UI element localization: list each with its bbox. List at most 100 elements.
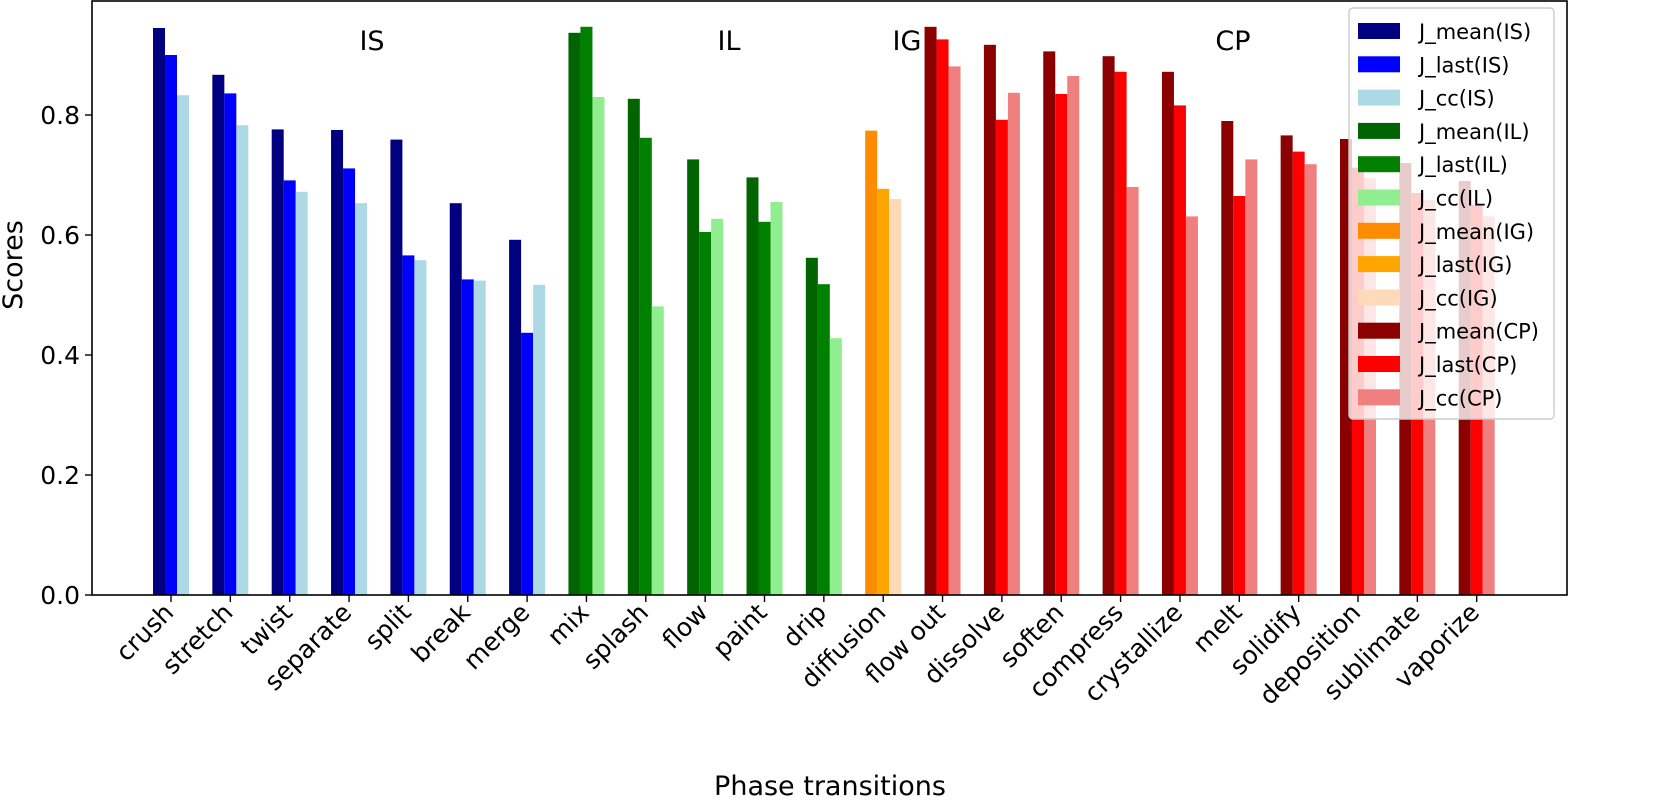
legend-label: J_cc(CP) (1417, 386, 1503, 411)
legend-frame (1348, 7, 1555, 420)
bar-dissolve-J_cc (1007, 92, 1020, 596)
group-label-CP: CP (1215, 26, 1250, 57)
legend-label: J_mean(IL) (1417, 120, 1530, 145)
bar-mix-J_last (580, 26, 593, 596)
bar-flow-out-J_last (936, 39, 949, 595)
y-tick-label: 0.6 (40, 221, 80, 250)
bar-paint-J_cc (770, 202, 783, 595)
bar-dissolve-J_mean (983, 44, 996, 596)
legend-swatch-J_last(IL) (1358, 156, 1400, 173)
legend-label: J_last(IS) (1417, 53, 1509, 78)
bar-flow-out-J_mean (924, 26, 937, 596)
bar-compress-J_cc (1126, 187, 1139, 595)
bar-split-J_last (402, 255, 415, 595)
x-axis-label: Phase transitions (714, 771, 946, 802)
y-tick-label: 0.2 (40, 461, 80, 490)
legend-label: J_cc(IL) (1417, 187, 1493, 212)
bar-break-J_last (461, 279, 474, 595)
bar-stretch-J_mean (212, 74, 225, 596)
bar-separate-J_mean (331, 130, 344, 595)
bar-twist-J_cc (295, 191, 308, 596)
legend-swatch-J_cc(IS) (1358, 89, 1400, 106)
plot-frame (91, 0, 1568, 596)
y-tick-label: 0.4 (40, 341, 80, 370)
bars-layer (153, 26, 1495, 596)
bar-splash-J_last (639, 137, 652, 596)
bar-separate-J_last (343, 168, 356, 595)
y-axis-ticks: 0.0 0.2 0.4 0.6 0.8 (40, 101, 92, 610)
bar-solidify-J_last (1292, 151, 1305, 595)
bar-splash-J_cc (651, 306, 664, 595)
bar-stretch-J_cc (236, 125, 249, 595)
bar-flow-J_cc (711, 218, 724, 596)
bar-drip-J_mean (805, 257, 818, 595)
group-label-IG: IG (893, 26, 922, 57)
bar-flow-J_last (699, 232, 712, 595)
legend-swatch-J_last(IS) (1358, 56, 1400, 73)
bar-crystallize-J_cc (1185, 216, 1198, 595)
bar-soften-J_last (1055, 94, 1068, 595)
bar-crush-J_last (165, 55, 177, 595)
legend-label: J_cc(IG) (1417, 286, 1498, 311)
y-tick-label: 0.8 (40, 101, 80, 130)
bar-break-J_mean (449, 203, 462, 595)
legend-label: J_mean(IG) (1417, 220, 1534, 245)
bar-diffusion-J_last (877, 188, 890, 596)
bar-flow-out-J_cc (948, 66, 961, 595)
legend-swatch-J_last(IG) (1358, 256, 1400, 273)
bar-twist-J_mean (271, 129, 284, 595)
legend-label: J_cc(IS) (1417, 87, 1495, 112)
bar-solidify-J_cc (1304, 164, 1317, 595)
bar-soften-J_cc (1067, 76, 1080, 595)
bar-crystallize-J_mean (1161, 71, 1174, 596)
bar-melt-J_mean (1221, 121, 1234, 595)
bar-merge-J_cc (533, 284, 546, 595)
bar-soften-J_mean (1043, 51, 1056, 595)
bar-melt-J_last (1233, 196, 1246, 595)
bar-mix-J_mean (568, 32, 581, 596)
y-tick-label: 0.0 (40, 581, 80, 610)
legend-label: J_mean(CP) (1417, 320, 1539, 345)
bar-melt-J_cc (1245, 159, 1258, 595)
group-label-IS: IS (359, 26, 384, 57)
legend-swatch-J_last(CP) (1358, 356, 1400, 372)
group-labels-layer: IS IL IG CP (359, 26, 1250, 57)
bar-paint-J_last (758, 221, 771, 596)
bar-flow-J_mean (687, 159, 700, 595)
bar-split-J_mean (390, 139, 403, 595)
legend-swatch-J_mean(IG) (1358, 222, 1400, 239)
y-axis-label: Scores (0, 220, 29, 310)
bar-separate-J_cc (355, 203, 368, 595)
bar-split-J_cc (414, 260, 427, 595)
legend-swatch-J_mean(CP) (1358, 322, 1400, 339)
bar-break-J_cc (473, 280, 486, 595)
legend-swatch-J_cc(IG) (1358, 289, 1400, 306)
bar-solidify-J_mean (1280, 135, 1293, 595)
legend-swatch-J_mean(IL) (1358, 122, 1400, 139)
bar-diffusion-J_mean (865, 130, 878, 595)
legend-swatch-J_cc(CP) (1358, 389, 1400, 406)
bar-compress-J_last (1114, 71, 1127, 596)
legend-label: J_last(IL) (1417, 153, 1508, 178)
legend-label: J_last(IG) (1417, 253, 1512, 278)
bar-paint-J_mean (746, 177, 759, 595)
bar-diffusion-J_cc (889, 199, 902, 595)
group-label-IL: IL (717, 26, 740, 57)
legend-label: J_mean(IS) (1417, 20, 1531, 45)
legend: J_mean(IS) J_last(IS) J_cc(IS) J_mean(IL) J_… (1348, 7, 1555, 420)
bar-drip-J_last (817, 284, 830, 595)
legend-swatch-J_mean(IS) (1358, 23, 1400, 39)
bar-crush-J_cc (177, 95, 189, 595)
bar-mix-J_cc (592, 97, 605, 595)
bar-merge-J_mean (509, 239, 522, 596)
bar-compress-J_mean (1102, 56, 1115, 595)
legend-swatch-J_cc(IL) (1358, 189, 1400, 206)
bar-stretch-J_last (224, 93, 237, 596)
bar-drip-J_cc (829, 338, 842, 595)
bar-dissolve-J_last (995, 119, 1008, 596)
bar-merge-J_last (521, 332, 534, 595)
bar-crystallize-J_last (1173, 105, 1186, 596)
legend-label: J_last(CP) (1417, 353, 1517, 378)
bar-twist-J_last (283, 180, 296, 595)
